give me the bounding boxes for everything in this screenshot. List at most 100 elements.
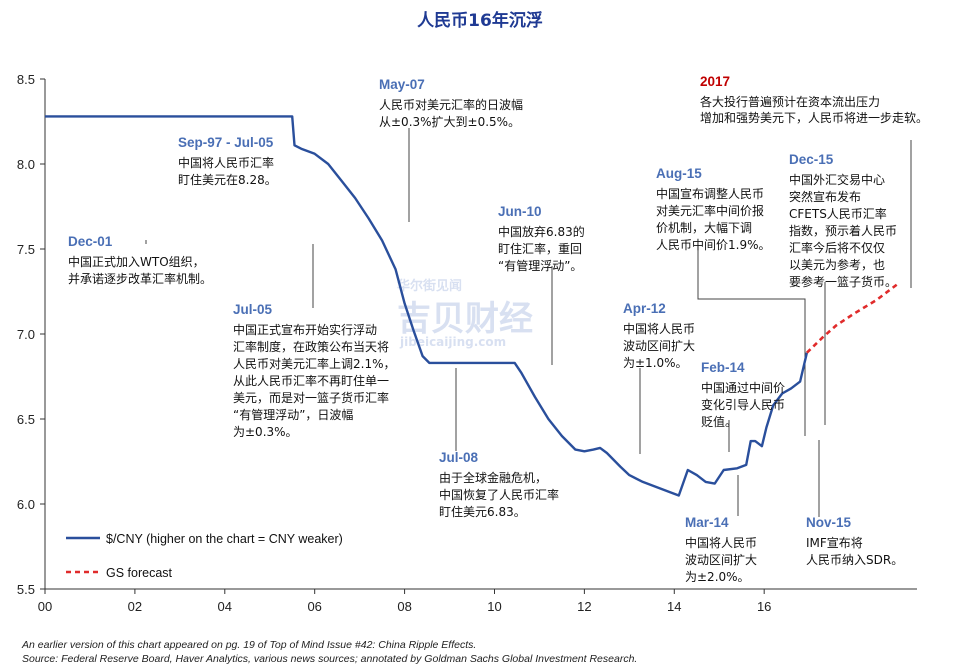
annotation-text: 各大投行普遍预计在资本流出压力 [700, 94, 880, 109]
annotation-text: 为±2.0%。 [685, 570, 750, 584]
y-tick-label: 7.5 [17, 242, 35, 257]
annotation-heading: Sep-97 - Jul-05 [178, 135, 274, 150]
annotation-text: 中国宣布调整人民币 [656, 186, 764, 201]
footer-note: An earlier version of this chart appeare… [21, 639, 476, 651]
axes [40, 78, 917, 594]
annotation-heading: May-07 [379, 77, 425, 92]
annotation-heading: Apr-12 [623, 301, 666, 316]
annotation-text: 为±0.3%。 [233, 425, 298, 439]
x-tick-label: 16 [757, 599, 771, 614]
annotation-text: 指数，预示着人民币 [789, 223, 897, 238]
annotation-text: 中国通过中间价 [701, 380, 785, 395]
annotation-jul-05: Jul-05 中国正式宣布开始实行浮动汇率制度，在政策公布当天将人民币对美元汇率上… [233, 302, 396, 439]
annotation-text: 盯住汇率，重回 [498, 241, 582, 256]
annotation-text: “有管理浮动”。 [498, 258, 582, 273]
annotation-text: 价机制，大幅下调 [656, 220, 752, 235]
annotation-text: “有管理浮动”，日波幅 [233, 407, 353, 422]
annotation-text: 由于全球金融危机， [439, 470, 547, 485]
annotation-text: 汇率今后将不仅仅 [789, 240, 885, 255]
annotation-aug-15: Aug-15 中国宣布调整人民币对美元汇率中间价报价机制，大幅下调人民币中间价1.… [656, 166, 771, 252]
annotation-text: 中国将人民币 [623, 321, 695, 336]
annotation-text: 美元，而是对一篮子货币汇率 [233, 390, 389, 405]
annotation-leaders [145, 128, 912, 517]
y-tick-label: 5.5 [17, 582, 35, 597]
annotation-text: 从±0.3%扩大到±0.5%。 [379, 115, 520, 129]
annotation-heading: Jun-10 [498, 204, 542, 219]
annotation-heading: Dec-01 [68, 234, 113, 249]
series-lines [45, 115, 900, 497]
x-tick-label: 02 [128, 599, 142, 614]
x-tick-label: 04 [218, 599, 232, 614]
annotation-dec-01: Dec-01 中国正式加入WTO组织， 并承诺逐步改革汇率机制。 [68, 234, 212, 286]
annotation-text: 汇率制度，在政策公布当天将 [233, 339, 389, 354]
annotation-heading: Jul-08 [439, 450, 479, 465]
x-tick-label: 08 [397, 599, 411, 614]
annotation-text: 中国将人民币汇率 [178, 155, 274, 170]
y-tick-label: 8.5 [17, 72, 35, 87]
annotation-text: 人民币对美元汇率的日波幅 [379, 97, 523, 112]
annotation-heading: Mar-14 [685, 515, 729, 530]
annotation-leader-line [697, 245, 806, 436]
series-line-cny [45, 115, 809, 497]
x-tick-label: 14 [667, 599, 681, 614]
y-tick-label: 8.0 [17, 157, 35, 172]
annotation-text: 为±1.0%。 [623, 356, 688, 370]
annotation-heading: Aug-15 [656, 166, 702, 181]
watermark: 华尔街见闻 吉贝财经 jibeicaijing.com [397, 278, 533, 349]
annotation-heading: Dec-15 [789, 152, 834, 167]
x-tick-label: 12 [577, 599, 591, 614]
annotation-text: 人民币纳入SDR。 [806, 553, 903, 567]
chart-title: 人民币16年沉浮 [417, 10, 543, 31]
annotation-text: 中国将人民币 [685, 535, 757, 550]
tick-labels: 5.5 6.0 6.5 7.0 7.5 8.0 8.5 00 02 04 06 08 10 12 14 16 [17, 72, 771, 614]
legend: $/CNY (higher on the chart = CNY weaker)… [66, 532, 343, 580]
annotation-text: 增加和强势美元下，人民币将进一步走软。 [700, 111, 928, 125]
annotation-text: CFETS人民币汇率 [789, 206, 887, 221]
annotation-text: 盯住美元6.83。 [439, 505, 526, 519]
annotation-text: 波动区间扩大 [623, 339, 695, 353]
annotation-text: 对美元汇率中间价报 [656, 203, 764, 218]
annotation-text: 要参考一篮子货币。 [789, 274, 897, 289]
annotation-text: 中国正式加入WTO组织， [68, 254, 205, 269]
legend-label-forecast: GS forecast [106, 566, 173, 580]
watermark-text-cn: 华尔街见闻 [397, 278, 462, 294]
annotation-text: 变化引导人民币 [701, 397, 785, 412]
annotation-text: 中国正式宣布开始实行浮动 [233, 322, 377, 337]
annotation-text: 并承诺逐步改革汇率机制。 [68, 271, 212, 286]
footer-source: Source: Federal Reserve Board, Haver Ana… [22, 653, 637, 665]
annotation-text: 中国恢复了人民币汇率 [439, 487, 559, 502]
annotation-text: 人民币中间价1.9%。 [656, 237, 771, 252]
watermark-brand: 吉贝财经 [397, 299, 533, 339]
series-line-forecast [805, 281, 900, 354]
annotation-heading: 2017 [700, 74, 730, 89]
annotations: Dec-01 中国正式加入WTO组织， 并承诺逐步改革汇率机制。 Sep-97 - J… [68, 74, 928, 584]
y-tick-label: 6.0 [17, 497, 35, 512]
annotation-heading: Nov-15 [806, 515, 852, 530]
annotation-text: 贬值。 [701, 414, 737, 429]
x-tick-label: 10 [487, 599, 501, 614]
annotation-heading: Feb-14 [701, 360, 745, 375]
x-tick-label: 06 [307, 599, 321, 614]
y-tick-label: 6.5 [17, 412, 35, 427]
annotation-text: IMF宣布将 [806, 535, 863, 550]
annotation-text: 突然宣布发布 [789, 189, 861, 204]
legend-label-cny: $/CNY (higher on the chart = CNY weaker) [106, 532, 343, 546]
x-tick-label: 00 [38, 599, 52, 614]
annotation-text: 盯住美元在8.28。 [178, 173, 277, 187]
annotation-text: 波动区间扩大 [685, 553, 757, 567]
annotation-text: 人民币对美元汇率上调2.1%， [233, 356, 396, 371]
y-tick-label: 7.0 [17, 327, 35, 342]
watermark-url: jibeicaijing.com [399, 335, 506, 349]
annotation-text: 从此人民币汇率不再盯住单一 [233, 373, 389, 388]
